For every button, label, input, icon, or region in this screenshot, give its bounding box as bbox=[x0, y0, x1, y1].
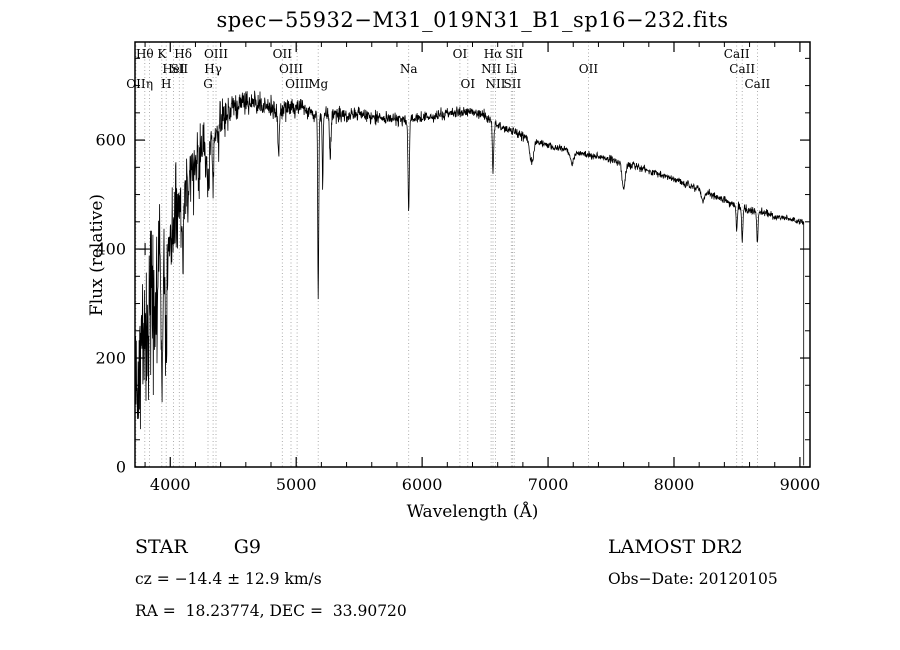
obs-date: Obs−Date: 20120105 bbox=[608, 570, 778, 588]
y-tick-label: 0 bbox=[116, 458, 126, 477]
y-tick-label: 400 bbox=[95, 240, 126, 259]
spectrum-trace bbox=[135, 90, 805, 466]
x-axis-label: Wavelength (Å) bbox=[406, 502, 539, 522]
spectral-line-label: NII bbox=[486, 77, 506, 91]
spectral-line-label: Mg bbox=[308, 77, 328, 91]
spectral-line-label: CaII bbox=[744, 77, 770, 91]
spectral-line-label: OI bbox=[461, 77, 476, 91]
spectral-line-label: SII bbox=[505, 47, 523, 61]
spectral-line-label: K bbox=[157, 47, 167, 61]
object-subclass: G9 bbox=[233, 536, 261, 558]
cz-value: cz = −14.4 ± 12.9 km/s bbox=[135, 570, 322, 588]
spectral-line-label: HeI bbox=[162, 62, 185, 76]
plot-title: spec−55932−M31_019N31_B1_sp16−232.fits bbox=[216, 8, 729, 32]
spectral-line-label: G bbox=[203, 77, 213, 91]
spectral-line-label: OIII bbox=[285, 77, 309, 91]
spectral-line-label: Hα bbox=[484, 47, 503, 61]
spectral-line-label: OII bbox=[579, 62, 599, 76]
object-type: STAR bbox=[135, 536, 188, 558]
survey-label: LAMOST DR2 bbox=[608, 536, 743, 558]
spectral-line-label: OI bbox=[453, 47, 468, 61]
y-tick-label: 600 bbox=[95, 131, 126, 150]
x-tick-label: 9000 bbox=[780, 475, 821, 494]
spectral-line-label: OII bbox=[126, 77, 146, 91]
spectral-line-label: OIII bbox=[204, 47, 228, 61]
y-axis-label: Flux (relative) bbox=[87, 193, 107, 317]
x-tick-label: 4000 bbox=[150, 475, 191, 494]
spectral-line-label: SII bbox=[170, 62, 188, 76]
spectral-line-label: CaII bbox=[729, 62, 755, 76]
spectral-line-label: NII bbox=[481, 62, 501, 76]
object-type-line: STAR G9 bbox=[135, 536, 261, 558]
y-tick-label: 200 bbox=[95, 349, 126, 368]
spectral-line-label: OII bbox=[273, 47, 293, 61]
spectral-line-label: Li bbox=[505, 62, 517, 76]
spectral-line-label: H bbox=[161, 77, 171, 91]
spectral-line-label: CaII bbox=[724, 47, 750, 61]
spectral-line-label: Hθ bbox=[136, 47, 154, 61]
spectral-line-label: Hδ bbox=[174, 47, 192, 61]
x-tick-label: 5000 bbox=[276, 475, 317, 494]
spectral-line-label: Hγ bbox=[204, 62, 222, 76]
spectral-line-label: η bbox=[146, 77, 153, 91]
ra-dec-value: RA = 18.23774, DEC = 33.90720 bbox=[135, 602, 407, 620]
spectral-line-label: OIII bbox=[279, 62, 303, 76]
x-tick-label: 6000 bbox=[402, 475, 443, 494]
x-tick-label: 7000 bbox=[528, 475, 569, 494]
x-tick-label: 8000 bbox=[654, 475, 695, 494]
spectral-line-label: Na bbox=[400, 62, 418, 76]
spectral-line-label: SII bbox=[504, 77, 522, 91]
